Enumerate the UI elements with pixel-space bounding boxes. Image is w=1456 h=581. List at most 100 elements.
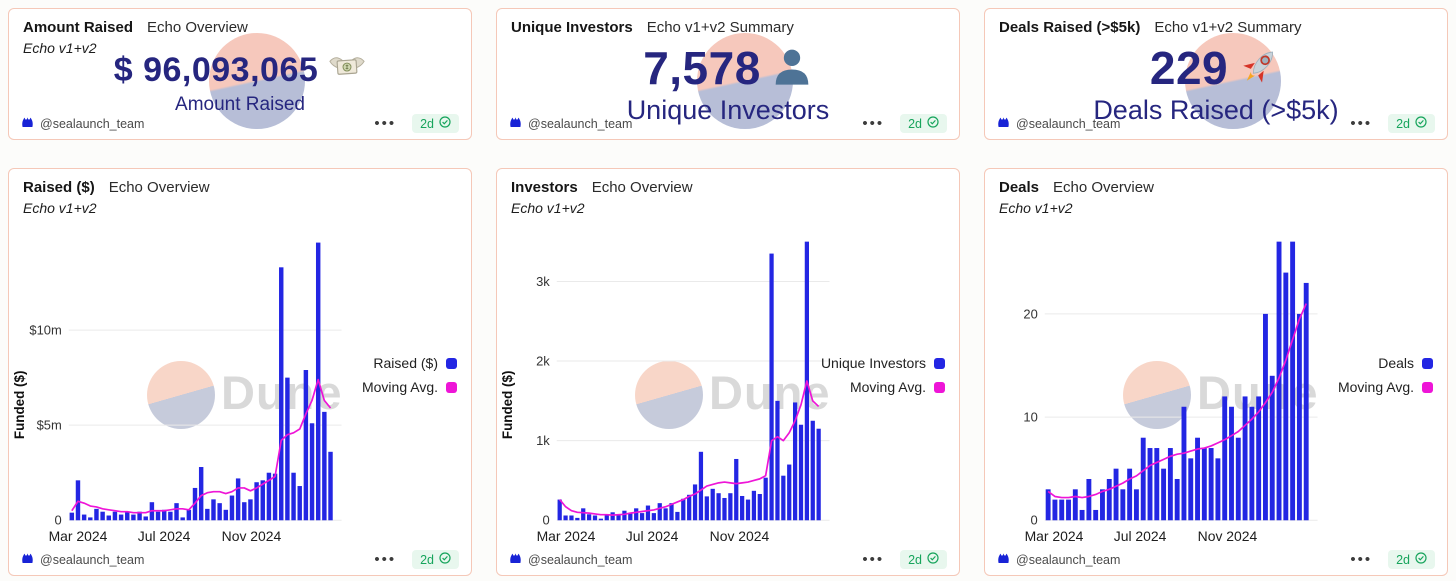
raised-chart-canvas: $10m $5m 0 Funded ($) Mar 2024 Jul 2024 Nov 20…	[12, 242, 342, 544]
more-menu-button[interactable]: •••	[862, 114, 885, 132]
legend-item-series[interactable]: Deals	[1378, 355, 1433, 371]
svg-text:Jul 2024: Jul 2024	[1114, 528, 1167, 544]
svg-text:Mar 2024: Mar 2024	[537, 528, 596, 544]
counter-value: $ 96,093,065	[113, 51, 319, 89]
author-handle: @sealaunch_team	[528, 552, 633, 567]
svg-text:3k: 3k	[536, 274, 550, 289]
dune-watermark-circle	[1185, 33, 1281, 129]
legend-label: Moving Avg.	[1337, 379, 1414, 395]
legend-swatch	[446, 357, 457, 369]
legend-swatch	[446, 381, 457, 393]
legend-item-moving-avg[interactable]: Moving Avg.	[850, 379, 945, 395]
dune-watermark-circle	[1123, 361, 1191, 429]
author-handle: @sealaunch_team	[40, 116, 145, 131]
legend-swatch	[934, 357, 945, 369]
counter-panel-unique-investors: Unique Investors Echo v1+v2 Summary 7,57…	[496, 8, 960, 140]
more-menu-button[interactable]: •••	[374, 114, 397, 132]
svg-text:$10m: $10m	[29, 323, 61, 338]
check-circle-icon	[1415, 116, 1427, 131]
more-menu-button[interactable]: •••	[374, 550, 397, 568]
legend-swatch	[1422, 357, 1433, 369]
more-menu-button[interactable]: •••	[1350, 550, 1373, 568]
svg-text:10: 10	[1023, 410, 1037, 425]
panel-header: Deals Raised (>$5k) Echo v1+v2 Summary	[985, 9, 1447, 36]
legend-label: Unique Investors	[820, 355, 926, 371]
panel-subtitle: Echo Overview	[1053, 179, 1154, 196]
panel-note: Echo v1+v2	[23, 40, 97, 56]
seal-logo-icon	[509, 552, 522, 568]
age-label: 2d	[1396, 116, 1410, 131]
panel-title: Amount Raised	[23, 19, 134, 36]
panel-header: Unique Investors Echo v1+v2 Summary	[497, 9, 959, 36]
legend-item-moving-avg[interactable]: Moving Avg.	[362, 379, 457, 395]
freshness-badge[interactable]: 2d	[1388, 550, 1435, 569]
panel-subtitle: Echo v1+v2 Summary	[646, 19, 794, 36]
panel-title: Deals	[999, 179, 1040, 196]
seal-logo-icon	[997, 552, 1010, 568]
counter-label: Unique Investors	[626, 95, 830, 125]
svg-text:Mar 2024: Mar 2024	[49, 528, 108, 544]
svg-text:Mar 2024: Mar 2024	[1025, 528, 1084, 544]
legend-item-moving-avg[interactable]: Moving Avg.	[1338, 379, 1433, 395]
freshness-badge[interactable]: 2d	[412, 550, 459, 569]
counter-value-block: $ 96,093,065 Amount Raised	[9, 51, 471, 116]
legend-item-series[interactable]: Raised ($)	[373, 355, 457, 371]
panel-subtitle: Echo Overview	[591, 179, 693, 196]
author-link[interactable]: @sealaunch_team	[21, 116, 144, 132]
chart-legend: Raised ($) Moving Avg.	[362, 355, 457, 395]
freshness-badge[interactable]: 2d	[900, 114, 947, 133]
counter-value: 7,578	[643, 42, 761, 94]
more-menu-button[interactable]: •••	[862, 550, 885, 568]
author-handle: @sealaunch_team	[1016, 552, 1121, 567]
author-link[interactable]: @sealaunch_team	[997, 116, 1120, 132]
panel-note: Echo v1+v2	[511, 200, 585, 216]
age-label: 2d	[908, 552, 922, 567]
more-menu-button[interactable]: •••	[1350, 114, 1373, 132]
counter-value-block: 7,578 Unique Investors	[497, 43, 959, 126]
counter-value-block: 229 Deals Raised (>$5k)	[985, 43, 1447, 126]
panel-title: Deals Raised (>$5k)	[999, 19, 1141, 36]
freshness-badge[interactable]: 2d	[1388, 114, 1435, 133]
panel-note: Echo v1+v2	[23, 200, 97, 216]
author-link[interactable]: @sealaunch_team	[21, 552, 144, 568]
age-label: 2d	[420, 116, 434, 131]
author-handle: @sealaunch_team	[528, 116, 633, 131]
money-with-wings-icon	[328, 53, 366, 88]
seal-logo-icon	[21, 552, 34, 568]
panel-footer: @sealaunch_team ••• 2d	[509, 550, 947, 569]
panel-title: Investors	[511, 179, 578, 196]
seal-logo-icon	[997, 116, 1010, 132]
svg-text:Jul 2024: Jul 2024	[626, 528, 679, 544]
check-circle-icon	[1415, 552, 1427, 567]
svg-text:Funded ($): Funded ($)	[12, 371, 27, 440]
chart-panel-investors: Dune Investors Echo Overview Echo v1+v2 …	[496, 168, 960, 576]
legend-label: Raised ($)	[373, 355, 438, 371]
freshness-badge[interactable]: 2d	[412, 114, 459, 133]
author-link[interactable]: @sealaunch_team	[509, 552, 632, 568]
counter-label: Deals Raised (>$5k)	[1093, 95, 1339, 125]
legend-item-series[interactable]: Unique Investors	[821, 355, 945, 371]
author-link[interactable]: @sealaunch_team	[509, 116, 632, 132]
counter-panel-deals-raised: Deals Raised (>$5k) Echo v1+v2 Summary 2…	[984, 8, 1448, 140]
svg-text:Nov 2024: Nov 2024	[710, 528, 770, 544]
svg-text:$5m: $5m	[37, 418, 62, 433]
panel-header: Deals Echo Overview Echo v1+v2	[985, 169, 1447, 216]
chart-panel-raised: Dune Raised ($) Echo Overview Echo v1+v2…	[8, 168, 472, 576]
author-link[interactable]: @sealaunch_team	[997, 552, 1120, 568]
panel-footer: @sealaunch_team ••• 2d	[21, 114, 459, 133]
legend-label: Moving Avg.	[849, 379, 926, 395]
check-circle-icon	[927, 116, 939, 131]
seal-logo-icon	[509, 116, 522, 132]
counter-panel-amount-raised: Amount Raised Echo Overview Echo v1+v2 $…	[8, 8, 472, 140]
author-handle: @sealaunch_team	[40, 552, 145, 567]
panel-title: Unique Investors	[511, 19, 633, 36]
svg-text:0: 0	[1031, 513, 1038, 528]
svg-text:1k: 1k	[536, 433, 550, 448]
check-circle-icon	[927, 552, 939, 567]
panel-note: Echo v1+v2	[999, 200, 1073, 216]
check-circle-icon	[439, 116, 451, 131]
freshness-badge[interactable]: 2d	[900, 550, 947, 569]
panel-header: Amount Raised Echo Overview Echo v1+v2	[9, 9, 471, 56]
legend-label: Moving Avg.	[361, 379, 438, 395]
check-circle-icon	[439, 552, 451, 567]
